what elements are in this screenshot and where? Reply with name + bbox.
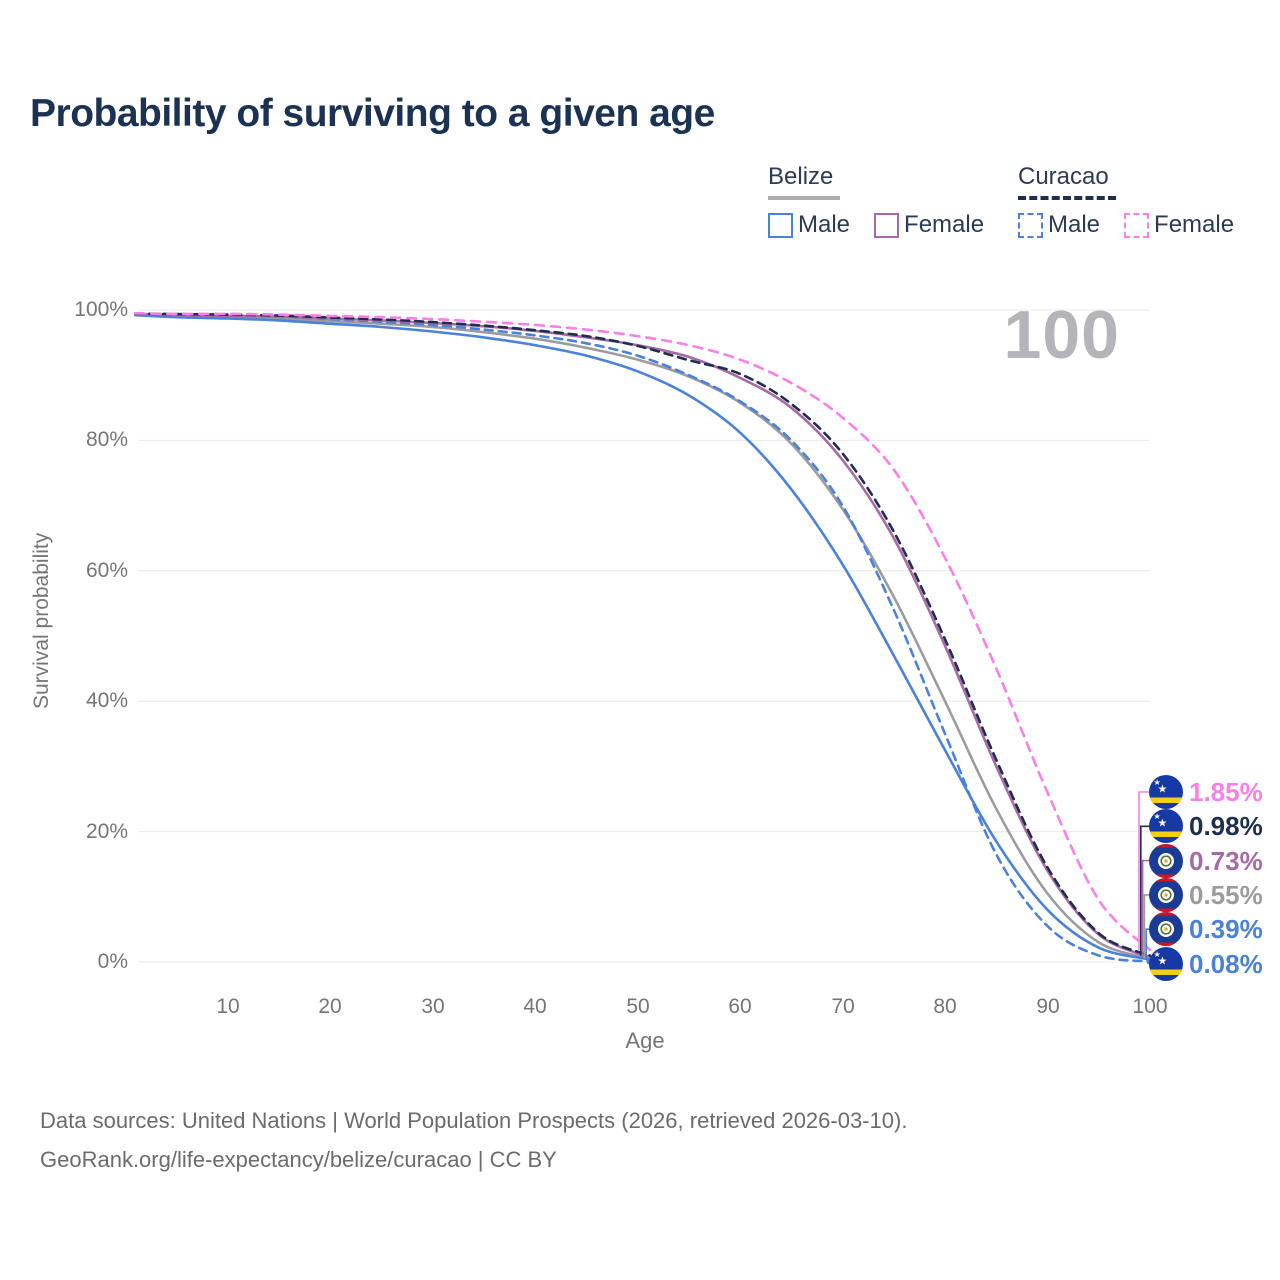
- curacao-dashed-line-swatch: [1018, 196, 1116, 200]
- curve-curacao_total[interactable]: [134, 312, 1152, 957]
- curacao-flag-icon: ★ ★: [1149, 947, 1183, 981]
- y-tick-40: 40%: [85, 689, 128, 712]
- leader-line-curacao_total: [1140, 825, 1150, 956]
- legend-label: Female: [1154, 211, 1235, 238]
- end-value-label: 0.39%: [1189, 913, 1263, 944]
- leader-line-curacao_female: [1138, 791, 1150, 950]
- belize-male-swatch: [768, 212, 793, 238]
- legend-group-curacao: Curacao Male Female: [1018, 163, 1234, 239]
- x-tick-70: 70: [831, 995, 855, 1018]
- x-tick-50: 50: [626, 995, 650, 1018]
- legend-label: Male: [798, 211, 851, 238]
- curacao-female-swatch: [1124, 212, 1150, 238]
- legend-group-belize: Belize Male Female: [768, 163, 984, 239]
- curacao-flag-icon: ★ ★: [1149, 809, 1183, 843]
- curacao-flag-icon: ★ ★: [1149, 775, 1183, 809]
- legend-label: Female: [904, 211, 985, 238]
- end-value-label: 0.55%: [1189, 879, 1263, 910]
- y-tick-20: 20%: [85, 820, 128, 843]
- belize-solid-line-swatch: [768, 196, 840, 200]
- legend-country-belize: Belize: [768, 163, 834, 190]
- leader-line-belize_male: [1145, 928, 1150, 960]
- leader-line-belize_total: [1143, 894, 1150, 959]
- end-label-curacao_total: ★ ★ 0.98%: [1149, 809, 1263, 843]
- legend-item-belize-female[interactable]: Female: [874, 211, 984, 239]
- svg-text:★: ★: [1154, 778, 1161, 787]
- footer-source-line: Data sources: United Nations | World Pop…: [40, 1108, 908, 1133]
- svg-text:★: ★: [1154, 812, 1161, 821]
- svg-text:★: ★: [1154, 950, 1161, 959]
- legend-item-curacao-male[interactable]: Male: [1018, 211, 1100, 239]
- end-label-belize_female: 0.73%: [1149, 844, 1263, 878]
- x-tick-10: 10: [216, 995, 240, 1018]
- svg-text:★: ★: [1158, 818, 1168, 830]
- curve-belize_male[interactable]: [134, 313, 1152, 961]
- y-tick-60: 60%: [85, 559, 128, 582]
- legend-label: Male: [1048, 211, 1101, 238]
- age-counter-watermark: 100: [1003, 297, 1120, 373]
- x-tick-30: 30: [421, 995, 445, 1018]
- svg-text:★: ★: [1158, 784, 1168, 796]
- belize-flag-icon: [1149, 844, 1183, 878]
- leader-line-belize_female: [1141, 859, 1150, 958]
- y-tick-80: 80%: [85, 428, 128, 451]
- belize-flag-icon: [1149, 912, 1183, 946]
- curacao-male-swatch: [1018, 212, 1043, 238]
- x-tick-40: 40: [523, 995, 547, 1018]
- end-label-belize_male: 0.39%: [1149, 912, 1263, 946]
- legend-item-belize-male[interactable]: Male: [768, 211, 850, 239]
- x-tick-20: 20: [318, 995, 342, 1018]
- y-tick-100: 100%: [74, 298, 128, 321]
- y-tick-0: 0%: [97, 950, 128, 973]
- footer-link-line: GeoRank.org/life-expectancy/belize/curac…: [40, 1147, 557, 1172]
- x-axis-title: Age: [625, 1028, 665, 1053]
- legend-country-curacao: Curacao: [1018, 163, 1109, 190]
- end-value-label: 0.08%: [1189, 948, 1263, 979]
- belize-flag-icon: [1149, 878, 1183, 912]
- end-value-label: 0.73%: [1189, 845, 1263, 876]
- curve-belize_total[interactable]: [134, 313, 1152, 960]
- svg-text:★: ★: [1158, 956, 1168, 968]
- curve-belize_female[interactable]: [134, 312, 1152, 959]
- end-value-label: 1.85%: [1189, 776, 1263, 807]
- x-tick-90: 90: [1036, 995, 1060, 1018]
- x-tick-80: 80: [933, 995, 957, 1018]
- end-value-label: 0.98%: [1189, 810, 1263, 841]
- x-tick-60: 60: [728, 995, 752, 1018]
- curve-curacao_female[interactable]: [134, 312, 1152, 952]
- page-title: Probability of surviving to a given age: [30, 92, 715, 135]
- end-label-curacao_female: ★ ★ 1.85%: [1149, 775, 1263, 809]
- end-label-curacao_male: ★ ★ 0.08%: [1149, 947, 1263, 981]
- end-label-belize_total: 0.55%: [1149, 878, 1263, 912]
- curve-curacao_male[interactable]: [134, 312, 1152, 963]
- legend-item-curacao-female[interactable]: Female: [1124, 211, 1234, 239]
- x-tick-100: 100: [1132, 995, 1168, 1018]
- belize-female-swatch: [874, 212, 900, 238]
